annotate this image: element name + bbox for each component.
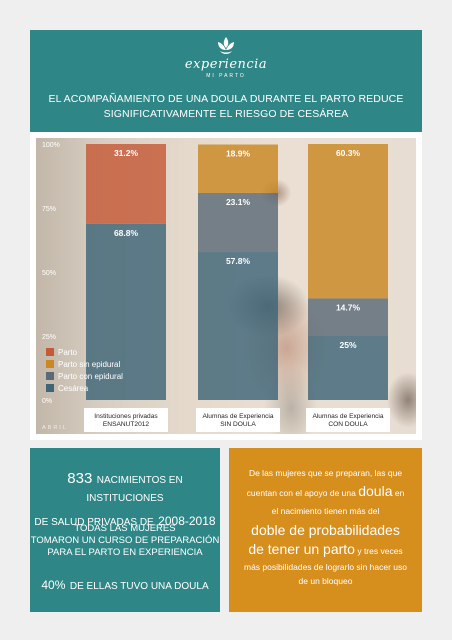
bar-segment xyxy=(308,144,388,299)
y-tick-label: 75% xyxy=(42,206,56,213)
births-text-a: NACIMIENTOS EN INSTITUCIONES xyxy=(86,475,183,504)
category-label-box xyxy=(306,408,390,432)
lotus-logo-icon xyxy=(218,37,234,54)
bar-segment xyxy=(308,336,388,400)
brand-logo: experiencia MI PARTO xyxy=(30,36,422,79)
findings-line-1: De las mujeres que se preparan, las que xyxy=(248,468,403,478)
births-text-b: DE SALUD PRIVADAS DE xyxy=(34,517,154,528)
legend-label: Parto sin epidural xyxy=(58,360,120,369)
findings-doula: doula xyxy=(358,483,393,499)
data-label: 18.9% xyxy=(226,149,251,159)
course-line-1: TODAS LAS MUJERES xyxy=(74,523,176,534)
headline: EL ACOMPAÑAMIENTO DE UNA DOULA DURANTE E… xyxy=(40,92,412,122)
category-label: Instituciones privadas xyxy=(94,413,158,420)
legend-swatch xyxy=(46,360,54,368)
births-stat: 833 NACIMIENTOS EN INSTITUCIONES DE SALU… xyxy=(30,470,220,530)
doula-share: 40% DE ELLAS TUVO UNA DOULA xyxy=(30,576,220,594)
y-tick-label: 0% xyxy=(42,398,52,405)
findings-line-2b: en xyxy=(394,488,405,498)
births-count: 833 xyxy=(67,470,93,487)
category-label: SIN DOULA xyxy=(220,421,256,428)
course-line-3: PARA EL PARTO EN EXPERIENCIA xyxy=(47,547,203,558)
headline-line-1: EL ACOMPAÑAMIENTO DE UNA DOULA DURANTE E… xyxy=(48,93,404,105)
y-tick-label: 25% xyxy=(42,334,56,341)
data-label: 57.8% xyxy=(226,256,251,266)
findings-line-4: doble de probabilidades xyxy=(251,522,400,538)
findings-line-2a: cuentan con el apoyo de una xyxy=(246,488,356,498)
y-tick-label: 100% xyxy=(42,142,60,149)
brand-tagline: MI PARTO xyxy=(206,73,246,79)
data-label: 25% xyxy=(339,340,356,350)
brand-name: experiencia xyxy=(184,57,268,72)
bar-segment xyxy=(198,144,278,193)
findings-line-3: el nacimiento tienen más del xyxy=(271,506,380,516)
findings-box: De las mujeres que se preparan, las que … xyxy=(229,448,422,612)
legend-swatch xyxy=(46,348,54,356)
y-tick-label: 50% xyxy=(42,270,56,277)
data-label: 31.2% xyxy=(114,148,139,158)
chart-frame: ABRIL 0% 25% 50% 75% 100% 68.8% 31.2% Instituci… xyxy=(30,132,422,440)
stats-box: 833 NACIMIENTOS EN INSTITUCIONES DE SALU… xyxy=(30,448,220,612)
data-label: 14.7% xyxy=(336,302,361,312)
doula-share-text: DE ELLAS TUVO UNA DOULA xyxy=(69,581,209,592)
legend-swatch xyxy=(46,384,54,392)
data-label: 68.8% xyxy=(114,228,139,238)
findings-line-5-big: de tener un parto xyxy=(248,541,355,557)
course-line-2: TOMARON UN CURSO DE PREPARACIÓN xyxy=(30,535,220,546)
photo-credit: ABRIL xyxy=(42,425,68,431)
legend-label: Cesárea xyxy=(58,384,89,393)
findings-line-7: de un bloqueo xyxy=(298,576,353,586)
category-label: ENSANUT2012 xyxy=(103,421,150,428)
bar-segment xyxy=(308,298,388,336)
category-label: Alumnas de Experiencia xyxy=(202,413,273,420)
header-banner: experiencia MI PARTO EL ACOMPAÑAMIENTO D… xyxy=(30,30,422,132)
category-label-box xyxy=(84,408,168,432)
births-years: 2008-2018 xyxy=(158,514,216,528)
bar-segment xyxy=(86,223,166,400)
bar-segment xyxy=(86,144,166,224)
findings-line-6: más posibilidades de lograrlo sin hacer … xyxy=(243,562,407,572)
legend-label: Parto xyxy=(58,348,78,357)
stacked-bar-chart: 0% 25% 50% 75% 100% 68.8% 31.2% Instituciones p… xyxy=(42,142,390,432)
doula-share-percent: 40% xyxy=(41,578,66,592)
data-label: 23.1% xyxy=(226,197,251,207)
bar-segment xyxy=(198,252,278,400)
course-text: TODAS LAS MUJERES TOMARON UN CURSO DE PR… xyxy=(30,523,220,559)
headline-line-2: SIGNIFICATIVAMENTE EL RIESGO DE CESÁREA xyxy=(103,108,349,120)
legend-label: Parto con epidural xyxy=(58,372,123,381)
bar-segment xyxy=(198,192,278,253)
category-label: CON DOULA xyxy=(328,421,368,428)
findings-line-5-small: y tres veces xyxy=(357,546,403,556)
legend-swatch xyxy=(46,372,54,380)
category-label: Alumnas de Experiencia xyxy=(312,413,383,420)
data-label: 60.3% xyxy=(336,148,361,158)
findings-text: De las mujeres que se preparan, las que … xyxy=(229,464,422,588)
category-label-box xyxy=(196,408,280,432)
